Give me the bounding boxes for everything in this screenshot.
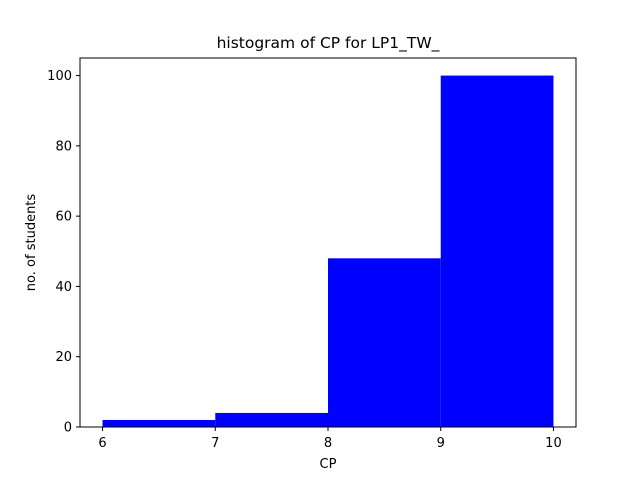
y-tick-label: 0 (64, 421, 72, 436)
y-tick-label: 20 (55, 350, 72, 365)
histogram-bar-7-8 (215, 412, 328, 427)
histogram-bar-8-9 (328, 258, 441, 427)
y-tick-label: 60 (55, 210, 72, 225)
y-tick-label: 80 (55, 139, 72, 154)
x-axis: 6 7 8 9 10 (98, 427, 562, 451)
y-tick-label: 100 (47, 69, 72, 84)
x-tick-label: 9 (437, 436, 445, 451)
chart-title: histogram of CP for LP1_TW_ (217, 34, 440, 53)
x-tick-label: 8 (324, 436, 332, 451)
y-tick-label: 40 (55, 280, 72, 295)
x-tick-label: 10 (545, 436, 562, 451)
bars-layer (102, 75, 554, 428)
y-axis-title: no. of students (24, 194, 39, 292)
y-axis: 0 20 40 60 80 100 (47, 69, 80, 436)
histogram-bar-9-10 (440, 75, 554, 428)
x-tick-label: 6 (98, 436, 106, 451)
x-axis-title: CP (320, 457, 337, 472)
histogram-bar-6-7 (102, 419, 216, 427)
x-tick-label: 7 (211, 436, 219, 451)
